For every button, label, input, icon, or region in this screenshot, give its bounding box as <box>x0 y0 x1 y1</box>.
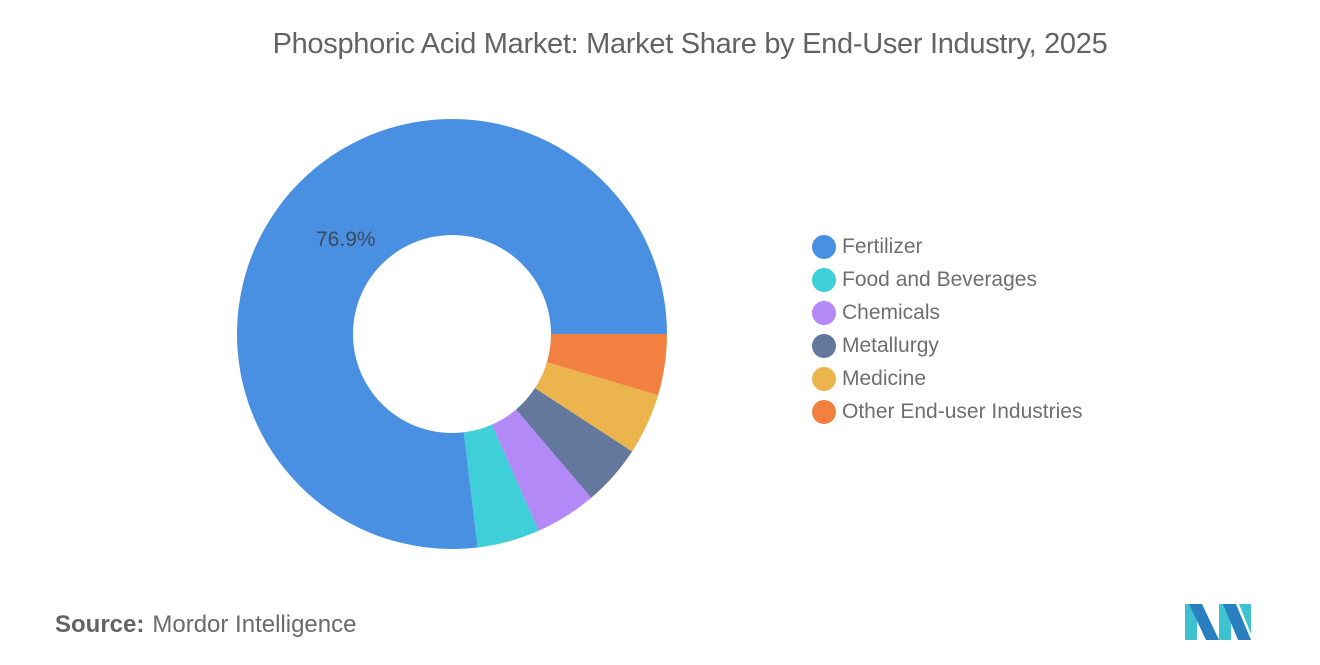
legend-dot-icon <box>812 399 836 424</box>
legend-dot-icon <box>812 234 836 259</box>
donut-slices <box>237 119 667 550</box>
chart-title: Phosphoric Acid Market: Market Share by … <box>272 28 1108 60</box>
legend-dot-icon <box>812 333 836 358</box>
legend-dot-icon <box>812 366 836 391</box>
legend-item-chemicals[interactable]: Chemicals <box>812 296 1082 329</box>
legend-item-metallurgy[interactable]: Metallurgy <box>812 329 1082 362</box>
legend-label: Other End-user Industries <box>842 399 1083 423</box>
legend-item-fertilizer[interactable]: Fertilizer <box>812 230 1082 263</box>
legend-dot-icon <box>812 300 836 325</box>
slice-metallurgy[interactable] <box>516 388 633 498</box>
legend-label: Chemicals <box>842 300 941 324</box>
legend-item-food-and-beverages[interactable]: Food and Beverages <box>812 263 1082 296</box>
source-value: Mordor Intelligence <box>152 611 357 638</box>
source-label: Source: <box>55 611 145 638</box>
legend-label: Metallurgy <box>842 333 939 357</box>
legend-label: Fertilizer <box>842 234 923 258</box>
legend-label: Medicine <box>842 366 927 390</box>
slice-food-and-beverages[interactable] <box>463 424 539 548</box>
slice-fertilizer[interactable] <box>237 119 667 550</box>
mordor-intelligence-logo-icon <box>1185 604 1251 640</box>
slice-chemicals[interactable] <box>491 409 592 531</box>
slice-medicine[interactable] <box>534 362 659 452</box>
data-label-fertilizer: 76.9% <box>316 228 376 251</box>
legend: Fertilizer Food and Beverages Chemicals … <box>812 230 1082 428</box>
legend-item-medicine[interactable]: Medicine <box>812 362 1082 395</box>
source-note: Source: Mordor Intelligence <box>55 611 356 639</box>
legend-label: Food and Beverages <box>842 267 1037 291</box>
legend-dot-icon <box>812 267 836 292</box>
slice-other-end-user-industries[interactable] <box>546 334 667 396</box>
legend-item-other[interactable]: Other End-user Industries <box>812 395 1082 428</box>
